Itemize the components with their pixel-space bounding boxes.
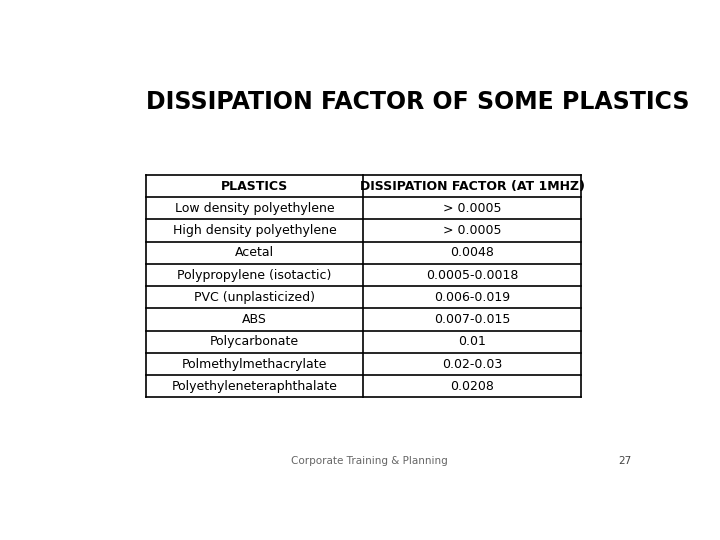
- Text: 0.0048: 0.0048: [450, 246, 494, 259]
- Text: > 0.0005: > 0.0005: [443, 202, 501, 215]
- Text: DISSIPATION FACTOR (AT 1MHZ): DISSIPATION FACTOR (AT 1MHZ): [360, 180, 585, 193]
- Text: DISSIPATION FACTOR OF SOME PLASTICS: DISSIPATION FACTOR OF SOME PLASTICS: [145, 90, 689, 114]
- Text: > 0.0005: > 0.0005: [443, 224, 501, 237]
- Text: 27: 27: [618, 456, 631, 466]
- Text: Polyethyleneteraphthalate: Polyethyleneteraphthalate: [171, 380, 338, 393]
- Text: Polycarbonate: Polycarbonate: [210, 335, 300, 348]
- Text: Acetal: Acetal: [235, 246, 274, 259]
- Text: PVC (unplasticized): PVC (unplasticized): [194, 291, 315, 304]
- Text: 0.0208: 0.0208: [450, 380, 494, 393]
- Text: Low density polyethylene: Low density polyethylene: [175, 202, 334, 215]
- Text: 0.01: 0.01: [459, 335, 486, 348]
- Text: Polypropylene (isotactic): Polypropylene (isotactic): [177, 268, 332, 281]
- Text: Polmethylmethacrylate: Polmethylmethacrylate: [182, 357, 328, 370]
- Text: 0.007-0.015: 0.007-0.015: [434, 313, 510, 326]
- Text: 0.006-0.019: 0.006-0.019: [434, 291, 510, 304]
- Text: ABS: ABS: [242, 313, 267, 326]
- Text: 0.0005-0.0018: 0.0005-0.0018: [426, 268, 518, 281]
- Text: PLASTICS: PLASTICS: [221, 180, 288, 193]
- Text: High density polyethylene: High density polyethylene: [173, 224, 336, 237]
- Text: Corporate Training & Planning: Corporate Training & Planning: [291, 456, 447, 466]
- Text: 0.02-0.03: 0.02-0.03: [442, 357, 503, 370]
